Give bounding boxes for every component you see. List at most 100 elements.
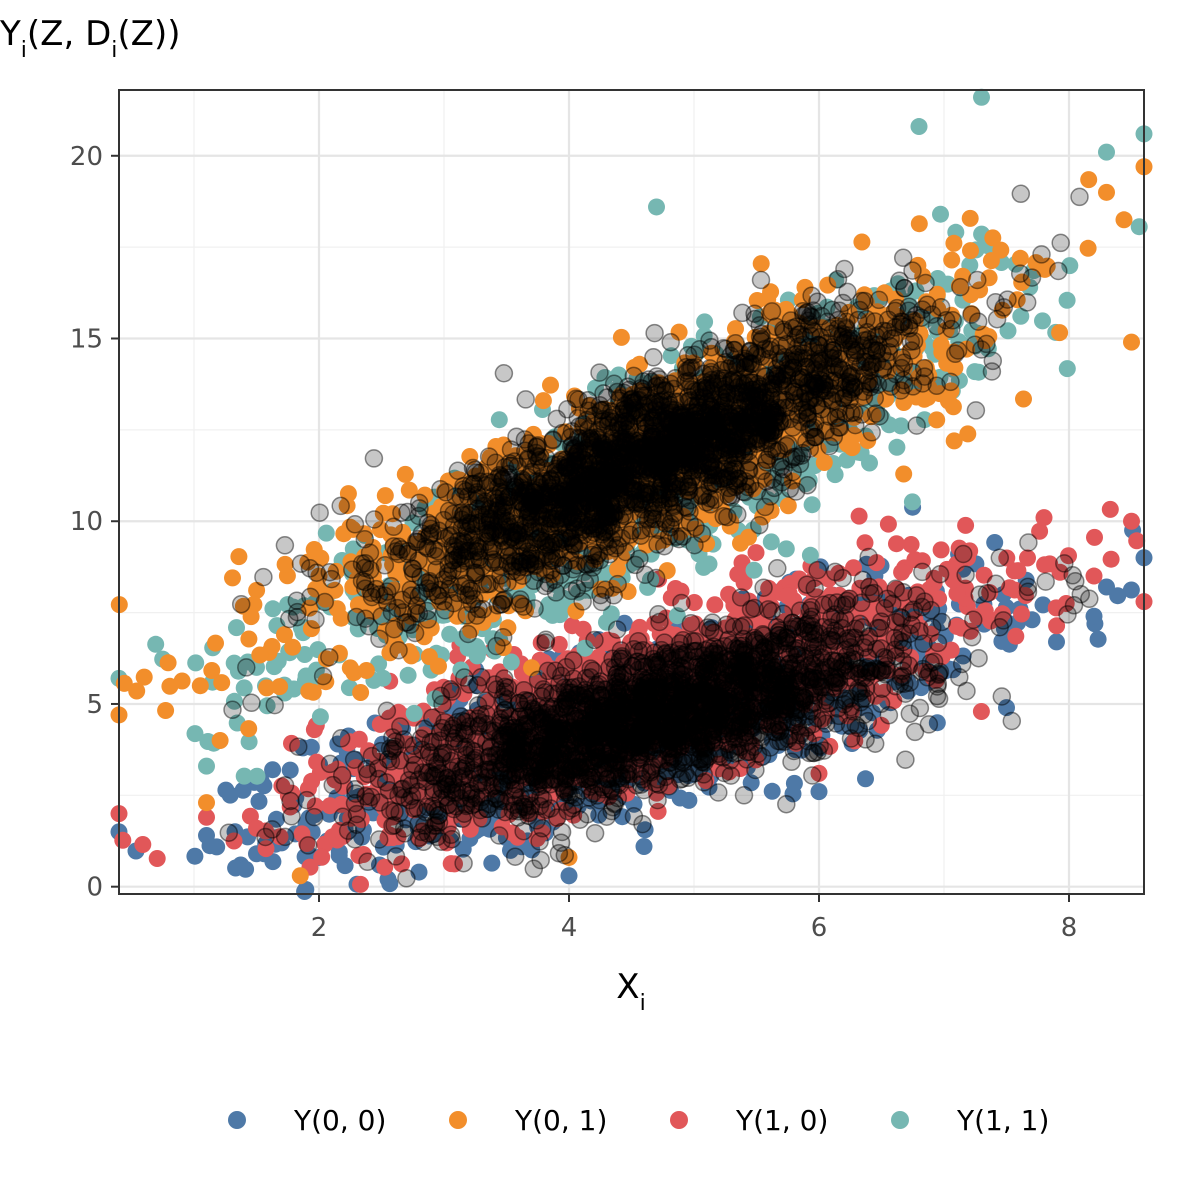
point-Y(1, 1) (187, 654, 205, 672)
point-Y(1, 1) (973, 88, 990, 106)
point-Y(0, 1) (943, 251, 961, 269)
point-Y(1, 0) (932, 541, 950, 559)
point-Y(1, 0) (114, 831, 132, 849)
point-Y(0, 1) (542, 376, 559, 394)
point-Y(0, 1) (961, 209, 979, 227)
point-Y(1, 1) (1058, 291, 1076, 309)
point-Y(1, 1) (803, 496, 821, 514)
point-Y(1, 0) (350, 730, 368, 748)
point-Y(1, 0) (1101, 500, 1119, 518)
point-Y(0, 0) (986, 534, 1004, 551)
point-Y(0, 1) (240, 720, 258, 738)
point-Y(1, 0) (1035, 509, 1053, 527)
point-Y(1, 0) (352, 875, 369, 893)
point-Y(0, 0) (615, 614, 633, 632)
point-Y(1, 1) (311, 708, 329, 726)
point-Y(1, 0) (893, 563, 911, 581)
point-Y(0, 0) (296, 883, 314, 900)
point-Y(1, 1) (966, 363, 984, 381)
point-Y(0, 0) (483, 854, 501, 872)
point-Y(0, 1) (157, 702, 175, 719)
point-Y(1, 0) (1085, 567, 1103, 585)
point-Y(1, 1) (888, 438, 906, 456)
point-Y(0, 0) (928, 714, 946, 732)
point-Y(0, 1) (211, 732, 229, 749)
point-Y(0, 0) (763, 782, 781, 800)
point-Y(0, 0) (454, 840, 472, 858)
point-Y(0, 1) (300, 682, 318, 700)
point-Y(0, 0) (1048, 633, 1065, 651)
point-Y(1, 0) (134, 836, 152, 853)
point-Y(0, 1) (612, 328, 630, 346)
point-Y(0, 0) (198, 827, 215, 845)
point-Y(1, 1) (648, 198, 665, 216)
point-Y(1, 1) (777, 540, 795, 558)
point-Y(0, 1) (853, 233, 871, 251)
point-Y(1, 1) (762, 533, 780, 551)
point-Y(0, 0) (560, 867, 578, 885)
point-Y(1, 1) (399, 666, 417, 684)
point-Y(1, 1) (186, 725, 204, 743)
point-Y(1, 0) (879, 515, 897, 533)
point-Y(1, 0) (972, 703, 990, 720)
point-Y(1, 1) (317, 524, 335, 542)
point-Y(0, 0) (281, 761, 299, 779)
point-Y(0, 0) (944, 661, 962, 679)
point-Y(1, 1) (1034, 312, 1051, 330)
point-Y(0, 1) (895, 465, 913, 483)
data-points (110, 88, 1153, 900)
point-Y(0, 1) (534, 392, 552, 410)
point-Y(1, 0) (1123, 512, 1140, 530)
point-Y(0, 1) (203, 662, 221, 679)
point-Y(0, 1) (959, 425, 977, 443)
point-Y(1, 1) (147, 635, 165, 653)
point-Y(0, 0) (237, 860, 255, 878)
point-Y(0, 0) (680, 791, 698, 809)
point-Y(0, 1) (945, 234, 963, 252)
point-Y(1, 1) (1130, 218, 1148, 236)
point-Y(1, 0) (1013, 605, 1031, 623)
point-Y(1, 1) (470, 642, 487, 659)
point-Y(0, 1) (1115, 211, 1133, 229)
point-Y(0, 1) (258, 679, 276, 697)
point-Y(0, 1) (982, 252, 1000, 270)
point-Y(0, 1) (207, 634, 224, 652)
point-Y(1, 0) (850, 507, 868, 525)
point-Y(0, 1) (396, 465, 414, 483)
point-Y(0, 1) (159, 654, 177, 672)
point-Y(1, 0) (779, 587, 796, 605)
point-Y(0, 1) (752, 255, 770, 273)
point-Y(0, 0) (186, 847, 204, 865)
point-Y(0, 1) (376, 487, 394, 505)
point-Y(1, 0) (1102, 550, 1120, 568)
point-Y(0, 1) (251, 646, 269, 664)
point-Y(0, 0) (810, 783, 828, 801)
point-Y(0, 0) (1034, 596, 1052, 614)
point-Y(0, 0) (636, 821, 654, 839)
point-Y(0, 1) (962, 242, 979, 260)
point-Y(0, 1) (420, 648, 438, 666)
point-Y(0, 1) (928, 411, 946, 429)
point-Y(0, 1) (224, 569, 241, 587)
point-Y(1, 0) (303, 772, 321, 790)
point-Y(1, 1) (198, 757, 215, 775)
point-Y(1, 0) (1036, 556, 1054, 574)
point-Y(1, 1) (1098, 143, 1115, 161)
point-Y(1, 0) (957, 516, 975, 534)
point-Y(0, 0) (1089, 630, 1107, 648)
point-Y(0, 0) (264, 853, 282, 871)
point-Y(1, 1) (502, 653, 520, 671)
point-Y(0, 0) (1122, 581, 1140, 599)
point-Y(1, 1) (910, 118, 928, 136)
point-Y(1, 1) (441, 625, 459, 643)
point-Y(1, 0) (198, 808, 215, 826)
point-Y(1, 1) (1058, 360, 1076, 378)
point-Y(1, 0) (706, 596, 724, 614)
point-Y(1, 1) (745, 561, 763, 579)
point-Y(1, 1) (405, 704, 423, 722)
point-Y(1, 1) (696, 313, 714, 331)
point-Y(0, 1) (910, 215, 928, 233)
point-Y(1, 0) (1019, 549, 1036, 567)
point-Y(0, 1) (230, 548, 248, 566)
